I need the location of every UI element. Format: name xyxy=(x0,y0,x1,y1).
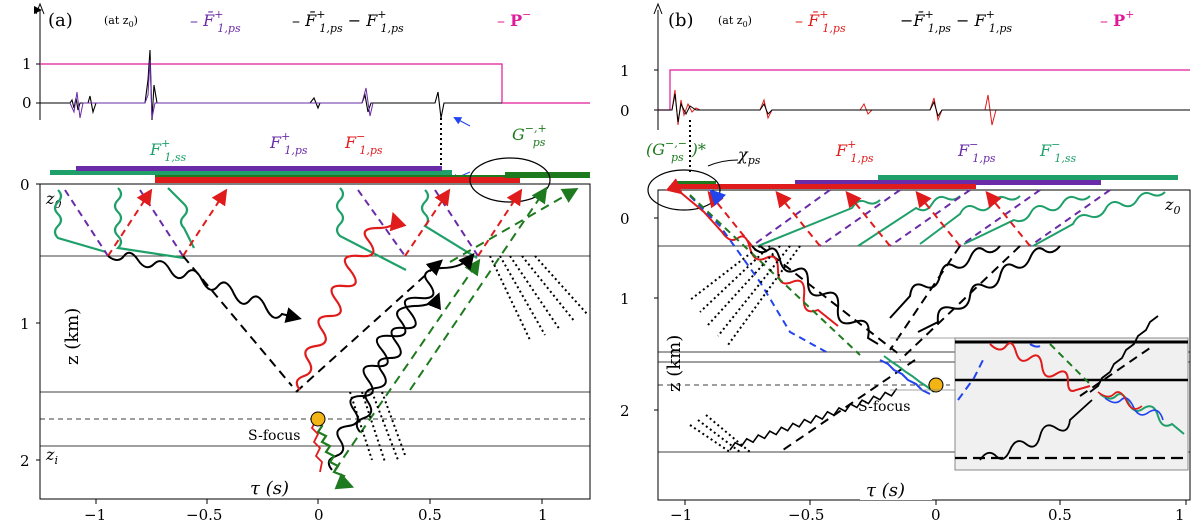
label-chi-ps: χps xyxy=(737,145,761,167)
s-focus-point xyxy=(928,377,944,393)
x-ticks-a: −1 −0.5 0 0.5 1 xyxy=(84,499,548,520)
legend-item: – F̄+ 1,ps − F+ 1,ps xyxy=(292,8,404,35)
signal-tick-0: 0 xyxy=(22,94,32,112)
p-minus-curve xyxy=(40,63,590,104)
label-f1ss-minus: F− 1,ss xyxy=(1039,138,1076,165)
svg-text:2: 2 xyxy=(620,402,630,420)
s-focus-label: S-focus xyxy=(248,428,301,444)
legend-item: – F̄+ 1,ps xyxy=(190,8,241,35)
panel-b: 1 0 (b) (at z0) – F̄+ 1,ps −F̄+ 1,ps − F+ 1… xyxy=(620,2,1191,520)
bar-f1ss xyxy=(50,170,452,175)
svg-text:1: 1 xyxy=(1175,506,1185,520)
svg-text:1: 1 xyxy=(20,315,30,333)
svg-text:2: 2 xyxy=(20,452,30,470)
bar-gps xyxy=(676,181,716,184)
signal-tick-1: 1 xyxy=(22,55,32,73)
label-f1ps-minus: F− 1,ps xyxy=(344,130,383,157)
y-axis-label: z (km) xyxy=(664,335,685,392)
x-axis-label: τ (s) xyxy=(250,478,289,499)
at-z0-label: (at z0) xyxy=(104,14,138,29)
bar-f1ps-plus xyxy=(76,166,442,171)
label-f1ps-minus: F− 1,ps xyxy=(957,138,996,165)
z0-label: z0 xyxy=(1164,195,1180,217)
legend-item: −F̄+ 1,ps − F+ 1,ps xyxy=(900,8,1012,35)
zi-label: zi xyxy=(45,445,58,467)
legend-item: – P+ xyxy=(1100,8,1134,30)
panel-a: 1 0 (a) (at z0) – F̄+ 1,ps – F̄+ 1,ps − F+… xyxy=(20,2,591,520)
panel-tag: (a) xyxy=(48,10,73,31)
svg-text:−0.5: −0.5 xyxy=(186,506,222,520)
svg-text:−1: −1 xyxy=(670,506,692,520)
rays-a xyxy=(53,186,589,490)
signal-tick-1: 1 xyxy=(620,62,630,80)
z0-label: z0 xyxy=(45,189,61,211)
svg-text:−0.5: −0.5 xyxy=(788,506,824,520)
s-focus-point xyxy=(310,411,326,427)
svg-text:0: 0 xyxy=(20,176,30,194)
x-axis-label: τ (s) xyxy=(866,480,905,501)
label-f1ss-plus: F+ 1,ss xyxy=(149,137,186,164)
legend-b: – F̄+ 1,ps −F̄+ 1,ps − F+ 1,ps – P+ xyxy=(795,8,1134,35)
difference-trace xyxy=(658,93,1190,123)
f1ps-trace xyxy=(658,89,1190,126)
label-g-ps: G−,+ ps xyxy=(512,122,547,149)
svg-text:0: 0 xyxy=(314,506,324,520)
s-focus-label: S-focus xyxy=(858,399,911,415)
difference-trace xyxy=(40,49,502,121)
bar-f1ps-minus xyxy=(155,177,520,183)
svg-text:0: 0 xyxy=(620,210,630,228)
y-ticks-b: 0 1 2 xyxy=(620,210,658,420)
x-ticks-b: −1 −0.5 0 0.5 1 xyxy=(670,500,1187,520)
svg-text:0: 0 xyxy=(931,506,941,520)
svg-text:0.5: 0.5 xyxy=(1048,506,1072,520)
svg-text:1: 1 xyxy=(538,506,548,520)
depth-axes xyxy=(39,183,591,500)
svg-text:1: 1 xyxy=(620,290,630,308)
y-axis-label: z (km) xyxy=(62,308,83,365)
rays-b xyxy=(665,178,1166,453)
legend-item: – F̄+ 1,ps xyxy=(795,8,846,35)
bar-f1ps-plus xyxy=(676,184,976,189)
svg-text:0.5: 0.5 xyxy=(418,506,442,520)
bar-gps xyxy=(505,172,590,178)
label-g-ps-conj: (G−,− ps)* xyxy=(646,137,706,164)
legend-item: – P− xyxy=(497,8,531,30)
svg-text:−1: −1 xyxy=(84,506,106,520)
legend-a: – F̄+ 1,ps – F̄+ 1,ps − F+ 1,ps – P− xyxy=(190,8,531,35)
panel-tag: (b) xyxy=(668,10,694,31)
bar-f1ss xyxy=(878,175,1178,180)
bar-f1ps-minus xyxy=(795,180,1101,185)
y-ticks-a: 0 1 2 xyxy=(20,176,40,470)
inset-zoom xyxy=(890,315,1189,471)
at-z0-label: (at z0) xyxy=(718,14,752,29)
label-f1ps-plus: F+ 1,ps xyxy=(835,138,874,165)
f1ps-trace xyxy=(69,59,374,119)
p-plus-curve xyxy=(658,69,1190,111)
label-f1ps-plus: F+ 1,ps xyxy=(269,130,308,157)
signal-tick-0: 0 xyxy=(620,102,630,120)
